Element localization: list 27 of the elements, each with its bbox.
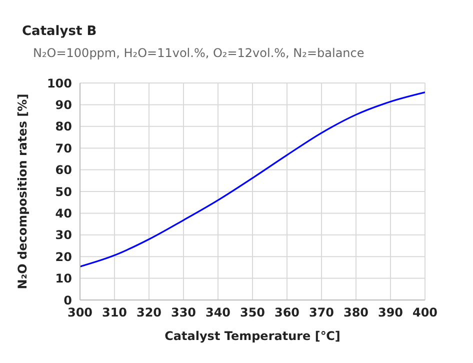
- x-tick-label: 330: [170, 306, 196, 320]
- x-tick-label: 350: [240, 306, 266, 320]
- y-tick-label: 10: [55, 272, 72, 286]
- x-tick-label: 310: [102, 306, 128, 320]
- x-tick-label: 400: [412, 306, 438, 320]
- x-tick-label: 370: [308, 306, 334, 320]
- y-tick-label: 60: [55, 163, 72, 178]
- y-tick-label: 50: [55, 184, 72, 199]
- y-tick-label: 30: [55, 228, 72, 242]
- x-tick-label: 320: [136, 306, 162, 320]
- x-axis-title: Catalyst Temperature [℃]: [164, 329, 340, 343]
- chart-title: Catalyst B: [22, 24, 97, 39]
- x-tick-label: 340: [205, 306, 231, 320]
- y-tick-label: 70: [55, 141, 72, 156]
- y-tick-label: 80: [55, 120, 72, 134]
- y-tick-label: 90: [55, 98, 72, 112]
- y-tick-label: 0: [64, 293, 72, 308]
- y-tick-label: 40: [55, 206, 72, 220]
- y-tick-label: 20: [55, 250, 72, 264]
- x-tick-label: 360: [274, 306, 300, 320]
- x-tick-label: 300: [67, 306, 93, 320]
- y-axis-title: N₂O decomposition rates [%]: [15, 94, 30, 290]
- chart-subtitle: N₂O=100ppm, H₂O=11vol.%, O₂=12vol.%, N₂=balance: [33, 46, 364, 60]
- x-tick-label: 380: [343, 306, 369, 320]
- x-tick-label: 390: [378, 306, 404, 320]
- line-series: [80, 92, 425, 268]
- y-tick-label: 100: [46, 76, 72, 90]
